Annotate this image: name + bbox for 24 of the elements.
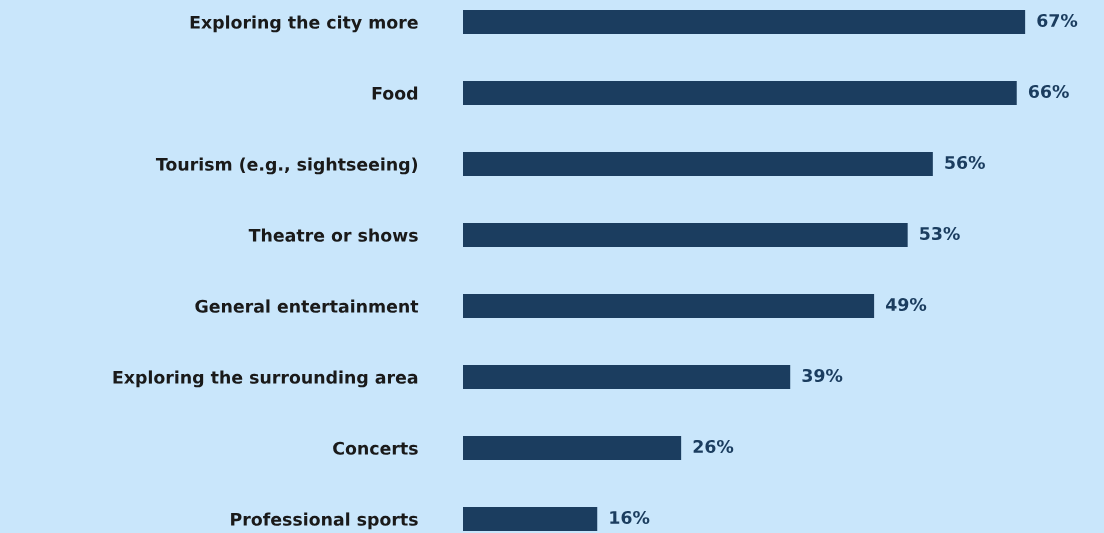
- data-label: 66%: [1028, 84, 1069, 99]
- bar: [463, 222, 908, 248]
- bar: [463, 435, 682, 461]
- bar: [463, 364, 791, 390]
- data-label: 53%: [920, 226, 960, 241]
- data-label: 56%: [945, 155, 985, 170]
- y-tick-label: Concerts: [333, 441, 418, 455]
- y-tick-label: Tourism (e.g., sightseeing): [155, 157, 418, 175]
- y-tick-label: Exploring the surrounding area: [113, 370, 418, 388]
- y-tick-label: General entertainment: [195, 299, 419, 313]
- bar: [463, 293, 875, 319]
- y-tick-label: Food: [372, 86, 418, 100]
- data-label: 49%: [886, 297, 927, 312]
- data-label: 67%: [1037, 13, 1078, 28]
- data-label: 16%: [610, 510, 650, 525]
- bar: [463, 151, 933, 177]
- y-tick-label: Professional sports: [231, 512, 418, 530]
- data-label: 39%: [802, 368, 843, 383]
- bar: [463, 9, 1026, 35]
- bar: [463, 506, 598, 532]
- data-label: 26%: [693, 439, 734, 454]
- y-tick-label: Exploring the city more: [190, 15, 418, 33]
- y-tick-label: Theatre or shows: [248, 228, 418, 242]
- bar: [463, 80, 1017, 106]
